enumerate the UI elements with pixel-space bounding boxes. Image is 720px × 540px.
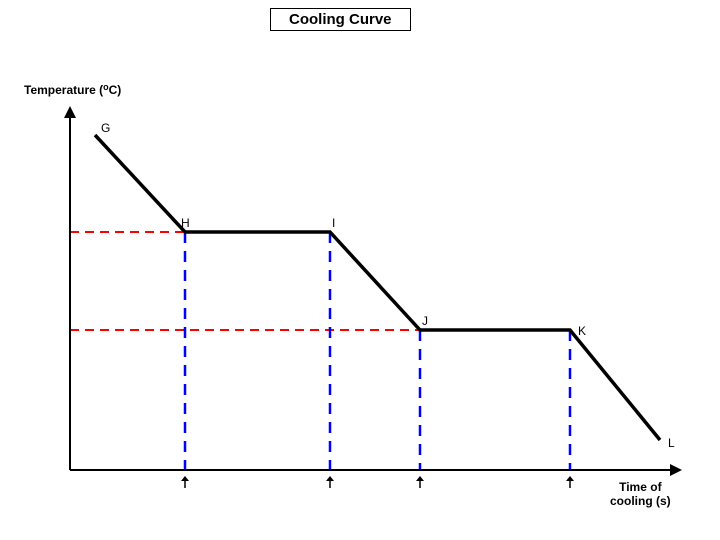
- axes: [64, 106, 682, 476]
- point-label-g: G: [101, 121, 110, 135]
- point-label-h: H: [181, 216, 190, 230]
- point-label-i: I: [332, 216, 335, 230]
- chart-svg: [0, 0, 720, 540]
- time-marker-arrows: [181, 476, 574, 488]
- point-label-l: L: [668, 436, 675, 450]
- horizontal-guide-lines: [70, 232, 420, 330]
- cooling-curve-figure: Cooling Curve Temperature (oC) Time of c…: [0, 0, 720, 540]
- vertical-guide-lines: [185, 232, 570, 470]
- point-label-k: K: [578, 324, 586, 338]
- point-label-j: J: [422, 314, 428, 328]
- cooling-curve-line: [95, 135, 660, 440]
